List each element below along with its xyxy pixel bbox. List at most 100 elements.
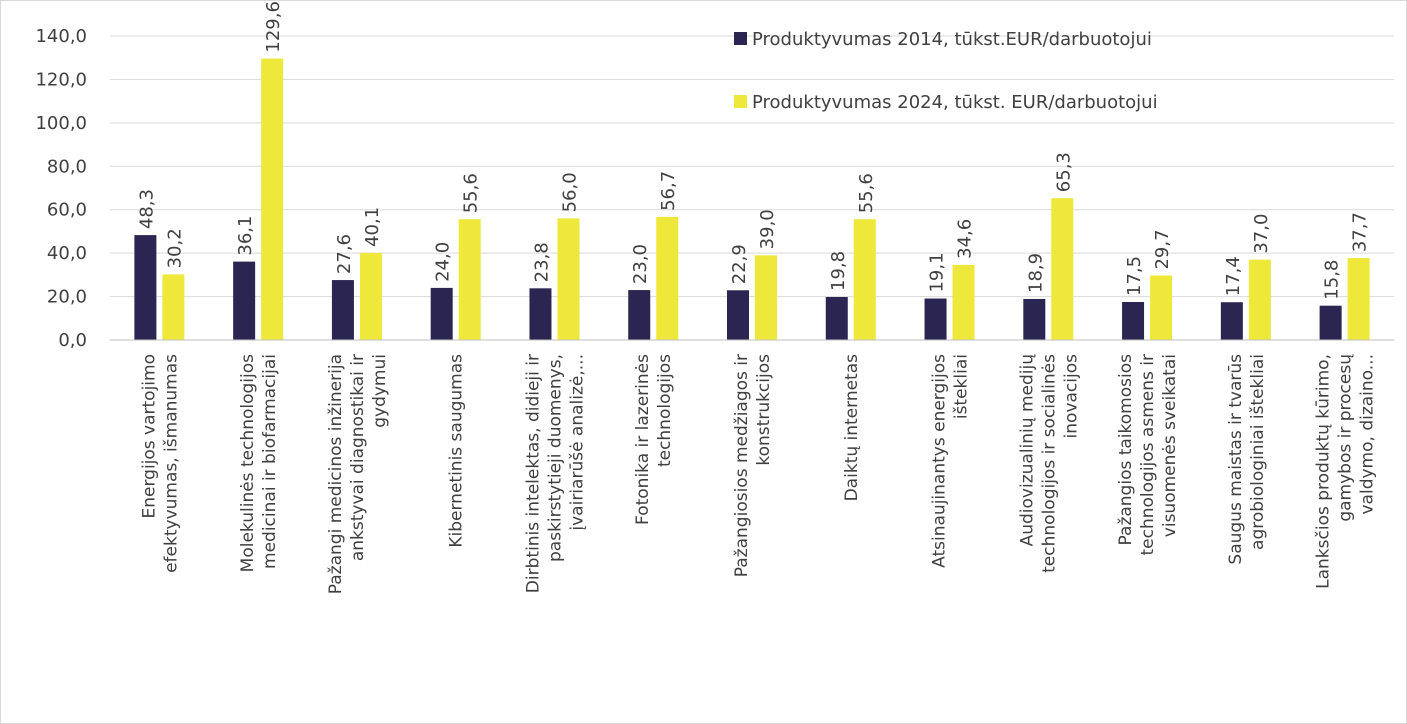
bar-series-2 <box>1248 259 1271 340</box>
bar-series-1 <box>1220 302 1243 340</box>
bar-series-2 <box>1051 198 1074 340</box>
category-label-line: ankstyvai diagnostikai ir <box>348 354 368 561</box>
category-label: Kibernetinis saugumas <box>447 354 467 548</box>
y-tick-label: 140,0 <box>35 26 87 47</box>
y-tick-label: 100,0 <box>35 113 87 134</box>
bar-series-2 <box>458 219 481 340</box>
category-label-line: technologijos <box>655 354 675 467</box>
bar-series-2 <box>162 274 185 340</box>
data-label: 24,0 <box>433 242 454 282</box>
bar-series-2 <box>1347 258 1370 340</box>
category-label-line: valdymo, dizaino... <box>1358 354 1378 515</box>
category-label-line: konstrukcijos <box>754 354 774 466</box>
data-label: 37,0 <box>1251 214 1272 254</box>
category-label-line: Audiovizualinių medijų <box>1017 354 1037 547</box>
data-label: 17,4 <box>1223 256 1244 296</box>
bar-series-1 <box>134 235 157 340</box>
data-label: 30,2 <box>164 228 185 268</box>
bar-series-1 <box>1023 298 1046 340</box>
data-label: 17,5 <box>1124 256 1145 296</box>
category-label: Pažangios taikomosios technologijos asmen… <box>1116 354 1180 556</box>
category-label: Daiktų internetas <box>842 354 862 502</box>
bar-series-1 <box>233 261 256 340</box>
y-tick-label: 0,0 <box>58 330 87 351</box>
data-label: 22,9 <box>729 244 750 284</box>
data-label: 40,1 <box>362 207 383 247</box>
category-label-line: paskirstytieji duomenys, <box>545 354 565 562</box>
y-tick-label: 80,0 <box>47 156 87 177</box>
data-label: 34,6 <box>955 219 976 259</box>
category-label-line: Pažangiosios medžiagos ir <box>732 354 752 577</box>
bar-series-2 <box>359 252 382 340</box>
data-label: 37,7 <box>1350 212 1371 252</box>
bar-series-2 <box>853 219 876 340</box>
bar-series-1 <box>727 290 749 340</box>
category-label-line: gydymui <box>370 354 390 428</box>
data-label: 18,9 <box>1025 253 1046 293</box>
category-label-line: agrobiologiniai ištekliai <box>1248 354 1268 550</box>
category-label-line: Kibernetinis saugumas <box>447 354 467 548</box>
category-label: Energijos vartojimo efektyvumas, išmanuma… <box>139 354 181 573</box>
data-label: 56,7 <box>658 171 679 211</box>
data-label: 129,6 <box>263 1 284 53</box>
bar-series-1 <box>529 288 552 340</box>
category-label-line: visuomenės sveikatai <box>1160 354 1180 537</box>
y-tick-label: 20,0 <box>47 287 87 308</box>
category-label-line: Lanksčios produktų kūrimo, <box>1314 354 1334 589</box>
category-label: Saugus maistas ir tvarūs agrobiologiniai … <box>1226 354 1268 565</box>
bar-series-2 <box>261 58 284 340</box>
data-label: 23,0 <box>630 244 651 284</box>
category-label-line: inovacijos <box>1061 354 1081 439</box>
data-label: 65,3 <box>1053 152 1074 192</box>
bar-series-1 <box>430 287 453 340</box>
category-label-line: gamybos ir procesų <box>1336 354 1356 522</box>
category-label: Dirbtinis intelektas, didieji ir paskirst… <box>523 354 587 593</box>
bar-series-2 <box>557 218 580 340</box>
y-tick-label: 60,0 <box>47 200 87 221</box>
category-label-line: ištekliai <box>952 354 972 419</box>
bar-series-1 <box>1319 305 1342 340</box>
data-label: 19,8 <box>828 251 849 291</box>
data-label: 27,6 <box>334 234 355 274</box>
category-label: Pažangi medicinos inžinerija ankstyvai di… <box>326 354 390 594</box>
y-tick-label: 40,0 <box>47 243 87 264</box>
data-label: 23,8 <box>531 242 552 282</box>
category-label-line: Pažangi medicinos inžinerija <box>326 354 346 594</box>
category-label: Pažangiosios medžiagos ir konstrukcijos <box>732 354 774 577</box>
bar-series-1 <box>1122 302 1145 340</box>
category-label: Audiovizualinių medijų technologijos ir s… <box>1017 354 1081 573</box>
bar-series-2 <box>656 216 679 340</box>
category-label-line: technologijos ir socialinės <box>1039 354 1059 573</box>
bar-series-1 <box>924 298 947 340</box>
category-label-line: Pažangios taikomosios <box>1116 354 1136 546</box>
category-label-line: Atsinaujinantys energijos <box>930 354 950 568</box>
bar-series-1 <box>628 290 651 340</box>
data-label: 19,1 <box>927 252 948 292</box>
category-label-line: technologijos asmens ir <box>1138 354 1158 556</box>
category-label-line: Molekulinės technologijos <box>238 354 258 572</box>
bar-series-2 <box>952 264 975 340</box>
data-label: 29,7 <box>1152 229 1173 269</box>
category-label-line: įvairiarūšė analizė,... <box>567 354 587 531</box>
bar-series-2 <box>755 255 777 340</box>
data-label: 55,6 <box>461 173 482 213</box>
bar-series-1 <box>331 280 354 340</box>
data-label: 56,0 <box>559 172 580 212</box>
data-label: 48,3 <box>136 189 157 229</box>
category-label-line: efektyvumas, išmanumas <box>161 354 181 573</box>
category-label-line: Saugus maistas ir tvarūs <box>1226 354 1246 565</box>
data-label: 15,8 <box>1322 260 1343 300</box>
legend-label: Produktyvumas 2014, tūkst.EUR/darbuotoju… <box>752 29 1152 50</box>
category-label-line: medicinai ir biofarmacijai <box>260 354 280 569</box>
category-label: Lanksčios produktų kūrimo, gamybos ir pro… <box>1314 354 1378 589</box>
legend-swatch <box>734 32 747 45</box>
y-tick-label: 120,0 <box>35 69 87 90</box>
category-label-line: Fotonika ir lazerinės <box>633 354 653 525</box>
category-label-line: Daiktų internetas <box>842 354 862 502</box>
bar-series-2 <box>1150 275 1173 340</box>
bar-series-1 <box>825 297 848 340</box>
category-label: Molekulinės technologijos medicinai ir bi… <box>238 354 280 572</box>
data-label: 39,0 <box>757 209 778 249</box>
